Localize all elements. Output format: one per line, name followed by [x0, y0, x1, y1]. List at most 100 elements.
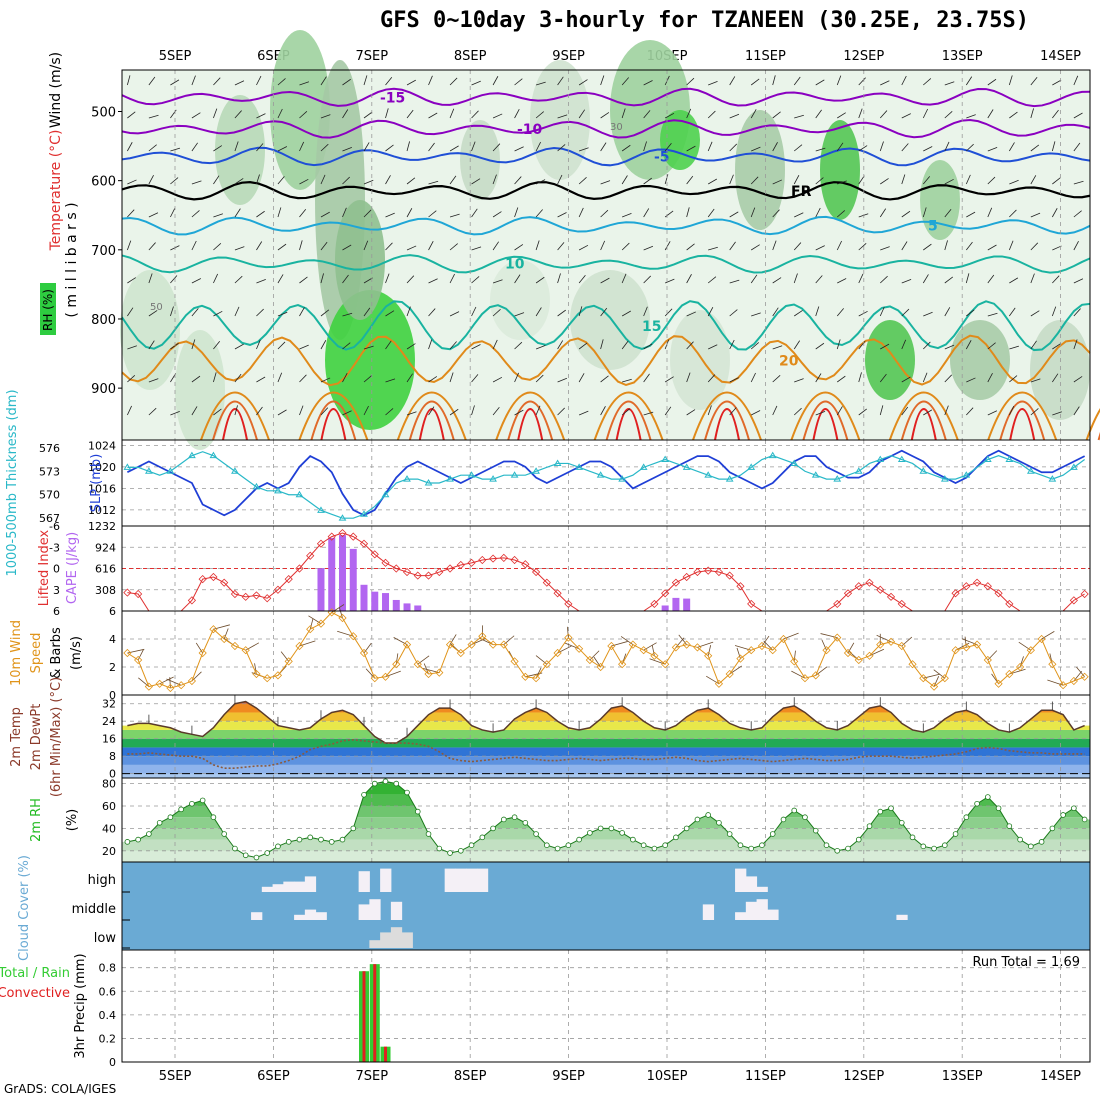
lifted-point: [983, 582, 992, 591]
lifted-point: [704, 566, 713, 575]
wind-point: [790, 657, 799, 666]
wind-barb: [815, 411, 826, 416]
wind-barb: [600, 375, 609, 383]
wind-barb: [342, 342, 351, 350]
rh-point: [468, 842, 475, 848]
wind-barb: [578, 79, 588, 86]
wind-barb: [794, 114, 804, 119]
wind-barb: [449, 108, 455, 119]
wind-barb: [191, 75, 196, 86]
rh-point: [1006, 823, 1013, 829]
rh-point: [1071, 805, 1077, 812]
wind-barb: [880, 178, 889, 185]
wind-barb: [299, 307, 305, 317]
wind-barb: [148, 144, 157, 152]
wind-barb: [708, 344, 718, 350]
rh-point: [135, 836, 141, 843]
wind-barb: [944, 208, 952, 218]
lifted-point: [456, 560, 465, 570]
wind-barb: [1030, 108, 1034, 119]
thickness-point: [811, 471, 820, 478]
wind-barb: [1030, 242, 1039, 251]
wind-barb: [923, 341, 931, 350]
wind-barb: [901, 174, 906, 185]
rh-point: [909, 834, 916, 841]
wind-axis-title-1: 10m Wind: [9, 620, 24, 686]
thickness-point: [596, 471, 605, 478]
rh-point: [242, 852, 249, 859]
wind-barb: [707, 110, 716, 119]
wind-barb: [385, 408, 394, 416]
thickness-point: [166, 467, 175, 474]
top-day-label: 12SEP: [843, 49, 884, 64]
wind-barb: [406, 373, 413, 383]
wind-barb: [406, 177, 416, 185]
isotherm-label: -10: [517, 122, 543, 138]
wind-barb: [923, 78, 932, 86]
thickness-point: [231, 467, 239, 474]
lifted-point: [381, 558, 390, 567]
wind-barb: [772, 209, 780, 218]
wind-barb: [772, 142, 778, 152]
wind-tick-label: 2: [109, 661, 116, 674]
temp-line: [127, 700, 1085, 744]
wind-point: [575, 644, 584, 653]
cape-axis-title: CAPE (J/kg): [65, 532, 80, 604]
wind-barb: [772, 345, 783, 350]
isotherm-line: [121, 334, 1091, 387]
wind-point: [542, 660, 551, 669]
wind-barb: [514, 176, 522, 185]
wind-barb: [923, 409, 933, 416]
wind-barb: [1009, 209, 1017, 218]
rh-contour-area: [175, 330, 225, 450]
temp-tick-label: 0: [109, 768, 116, 781]
wind-barb: [729, 377, 739, 383]
wind-barb: [406, 343, 416, 350]
wind-barb: [320, 407, 329, 416]
wind-point: [370, 674, 379, 683]
temp-tick-label: 32: [102, 698, 116, 711]
wind-barb: [1030, 378, 1041, 383]
thickness-point: [532, 467, 540, 474]
lifted-point: [897, 599, 906, 609]
temp-band: [122, 747, 1090, 757]
wind-barb: [1009, 111, 1018, 119]
wind-barb: [277, 78, 286, 86]
wind-barb: [557, 174, 563, 185]
rh-point: [694, 816, 701, 823]
wind-barb: [385, 242, 393, 251]
wind-barb: [793, 174, 800, 185]
wind-barb: [966, 114, 976, 119]
wind-barb: [213, 372, 217, 383]
wind-barb: [621, 242, 630, 251]
rh-point: [597, 825, 604, 832]
isotherm-label: 20: [779, 353, 799, 369]
wind-point: [736, 654, 745, 663]
wind-point: [284, 657, 293, 666]
lifted-point: [123, 588, 132, 597]
lifted-point: [521, 560, 530, 569]
wind-barb: [170, 147, 181, 152]
wind-point: [392, 660, 401, 669]
wind-barb: [965, 174, 971, 185]
wind-barb: [621, 108, 626, 119]
wind-barb: [729, 309, 738, 317]
wind-barb: [277, 108, 283, 119]
wind-barb: [148, 378, 159, 383]
cloud-block: [401, 932, 413, 948]
boundary-isotherm: [593, 391, 664, 441]
wind-barb: [514, 146, 524, 152]
wind-barb: [127, 307, 134, 317]
rh-point: [253, 854, 260, 861]
boundary-isotherm: [802, 400, 849, 441]
wind-barb: [815, 342, 825, 350]
wind-barb: [277, 176, 285, 185]
cloud-block: [261, 886, 274, 892]
wind-barb: [987, 176, 996, 185]
thickness-point: [510, 471, 519, 478]
wind-point: [962, 643, 971, 652]
wind-barb: [170, 306, 174, 317]
wind-barb: [772, 240, 777, 251]
wind-barb: [837, 375, 846, 383]
wind-barb: [1073, 210, 1082, 218]
